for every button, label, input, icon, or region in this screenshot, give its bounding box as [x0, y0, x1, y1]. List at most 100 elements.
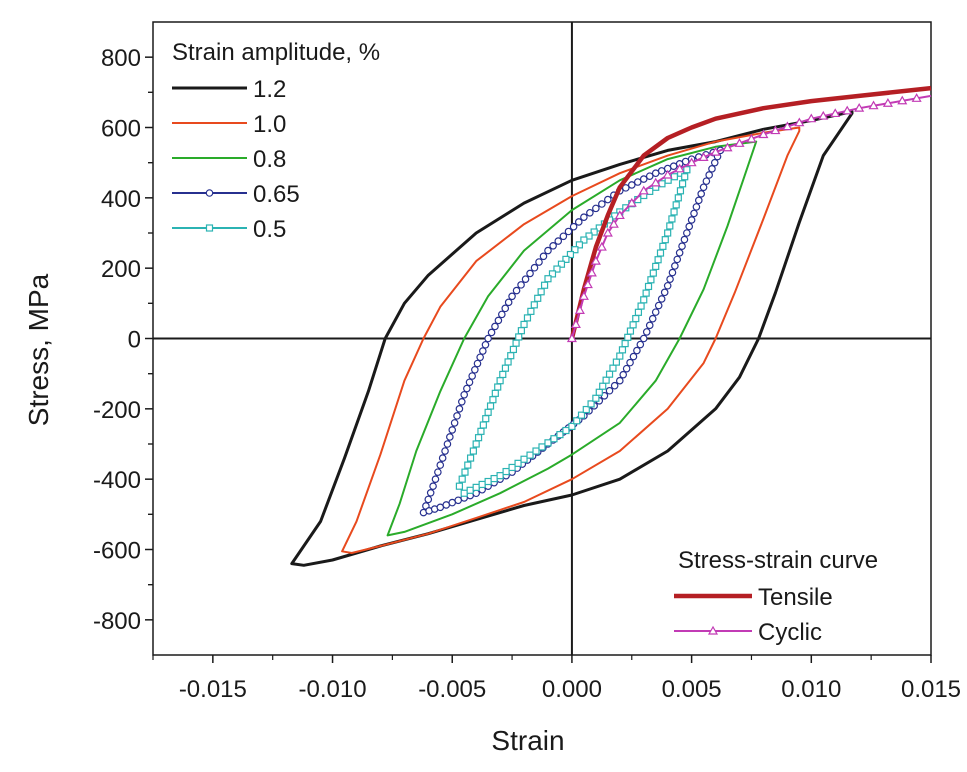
- series-marker: [486, 402, 495, 410]
- series-marker: [648, 314, 657, 323]
- legend-label: 0.5: [253, 216, 286, 243]
- series-marker: [473, 359, 482, 368]
- series-marker: [499, 370, 507, 379]
- series-marker: [626, 358, 634, 367]
- series-marker: [629, 352, 638, 361]
- legend-entry-0-8: 0.8: [172, 146, 286, 173]
- series-line: [386, 140, 758, 537]
- series-marker: [491, 322, 499, 331]
- series-marker: [508, 292, 516, 301]
- series-marker: [651, 169, 660, 178]
- series-marker: [586, 208, 594, 217]
- series-marker: [575, 241, 584, 249]
- series-marker: [690, 209, 698, 218]
- series-marker: [479, 347, 487, 355]
- series-marker: [668, 268, 677, 277]
- series-marker: [434, 468, 442, 476]
- series-marker: [466, 486, 474, 494]
- series-marker: [472, 489, 480, 498]
- legend-entry-0-65: 0.65: [172, 181, 300, 208]
- series-marker: [722, 142, 733, 152]
- series-marker: [619, 370, 628, 379]
- series-marker: [659, 242, 667, 250]
- y-tick-label: 0: [128, 327, 141, 354]
- series-marker: [632, 314, 640, 323]
- series-marker: [686, 157, 697, 167]
- x-tick-label: -0.005: [418, 676, 486, 703]
- series-marker: [496, 472, 504, 480]
- series-marker: [618, 346, 627, 354]
- series-marker: [782, 121, 793, 131]
- series-0-8: [386, 140, 758, 537]
- series-marker: [616, 352, 624, 360]
- series-marker: [530, 301, 538, 309]
- series-marker: [426, 488, 435, 497]
- series-line: [290, 110, 854, 567]
- series-marker: [678, 242, 686, 250]
- series-marker: [512, 339, 520, 347]
- series-marker: [622, 204, 630, 212]
- series-marker: [539, 252, 548, 261]
- series-marker: [471, 365, 479, 374]
- series-marker: [504, 298, 513, 307]
- series-marker: [692, 203, 701, 211]
- series-marker: [582, 279, 593, 289]
- series-marker: [461, 468, 469, 476]
- series-marker: [590, 228, 598, 236]
- series-marker: [674, 194, 682, 202]
- series-marker: [595, 388, 603, 396]
- legend-entry-1-2: 1.2: [172, 76, 286, 103]
- y-tick-label: -200: [93, 397, 141, 424]
- series-group: [290, 85, 932, 567]
- x-tick-label: 0.005: [662, 676, 722, 703]
- series-marker: [534, 294, 542, 302]
- series-marker: [468, 372, 476, 380]
- series-marker: [458, 475, 466, 483]
- series-marker: [624, 333, 632, 341]
- series-marker: [644, 282, 653, 291]
- series-marker: [570, 319, 581, 329]
- series-marker: [596, 241, 607, 251]
- series-marker: [647, 276, 655, 284]
- series-marker: [602, 227, 613, 237]
- series-marker: [494, 383, 502, 391]
- series-marker: [654, 256, 662, 264]
- series-marker: [663, 281, 672, 290]
- series-marker: [683, 166, 691, 174]
- series-marker: [441, 447, 449, 455]
- series-marker: [670, 173, 678, 181]
- series-marker: [553, 265, 561, 273]
- legend-label: Cyclic: [758, 619, 822, 646]
- series-marker: [489, 396, 497, 404]
- x-tick-label: 0.000: [542, 676, 602, 703]
- x-tick-label: 0.015: [901, 676, 961, 703]
- series-marker: [580, 213, 588, 221]
- series-marker: [609, 364, 617, 372]
- series-marker: [654, 301, 663, 310]
- series-marker: [582, 405, 590, 414]
- series-marker: [698, 152, 709, 161]
- series-marker: [569, 222, 578, 231]
- series-marker: [472, 440, 480, 448]
- legend-stress-strain-curve: Stress-strain curve Tensile Cyclic: [674, 547, 878, 646]
- series-marker: [540, 281, 549, 289]
- series-marker: [544, 439, 552, 447]
- series-marker: [554, 237, 563, 245]
- y-tick-label: -400: [93, 467, 141, 494]
- series-marker: [448, 426, 457, 434]
- legend-label: 0.65: [253, 181, 300, 208]
- y-axis-title: Stress, MPa: [23, 273, 54, 426]
- y-tick-label: 800: [101, 45, 141, 72]
- series-marker: [424, 495, 433, 504]
- series-marker: [520, 320, 528, 329]
- series-marker: [562, 255, 570, 263]
- series-marker: [666, 275, 674, 283]
- series-marker: [544, 275, 552, 283]
- series-marker: [465, 378, 474, 387]
- series-marker: [550, 435, 558, 443]
- series-marker: [482, 415, 490, 423]
- series-marker: [598, 200, 606, 208]
- series-marker: [517, 327, 525, 335]
- series-marker: [604, 195, 612, 204]
- series-marker: [664, 229, 672, 237]
